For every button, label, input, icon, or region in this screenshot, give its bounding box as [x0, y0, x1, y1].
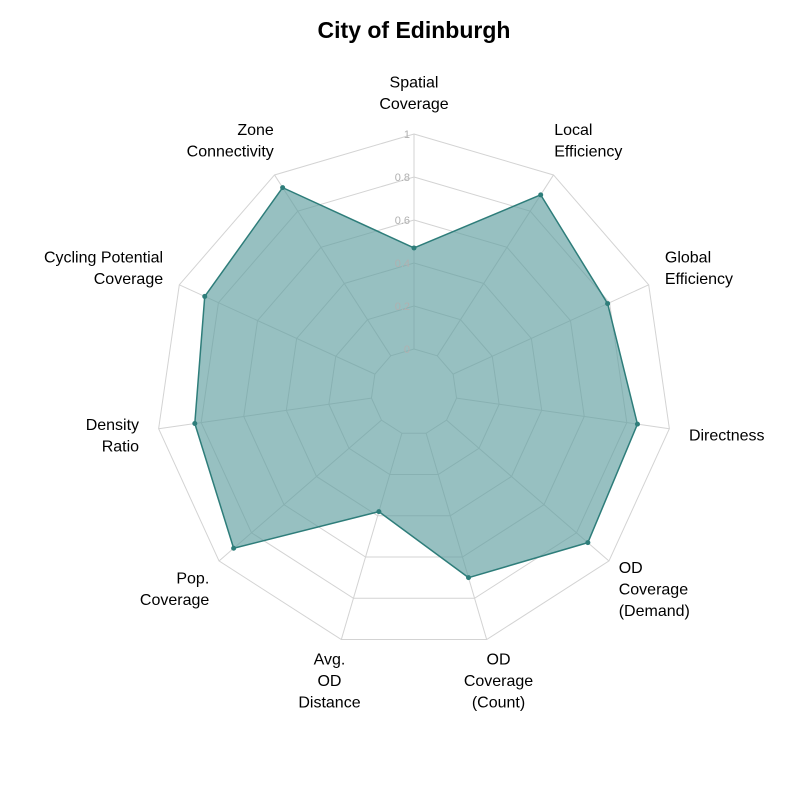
- chart-title: City of Edinburgh: [318, 17, 511, 43]
- tick-label: 1: [404, 129, 410, 141]
- axis-label-line: Local: [554, 122, 592, 139]
- axis-label-line: Efficiency: [665, 271, 733, 288]
- data-point: [280, 185, 286, 191]
- axis-label-line: (Count): [472, 694, 525, 711]
- axis-label-line: OD: [487, 651, 511, 668]
- data-point: [231, 545, 237, 551]
- axis-label: Local Efficiency: [554, 122, 622, 161]
- data-point: [202, 293, 208, 299]
- axis-label: OD Coverage (Demand): [619, 560, 690, 620]
- axis-label-line: OD: [317, 673, 341, 690]
- data-point: [466, 575, 472, 581]
- axis-label-line: Directness: [689, 428, 765, 445]
- tick-label: 0.8: [395, 172, 410, 184]
- axis-label-line: Coverage: [379, 96, 448, 113]
- axis-label: Cycling Potential Coverage: [44, 250, 163, 289]
- axis-label-line: Coverage: [619, 581, 688, 598]
- axis-label: Directness: [689, 428, 765, 445]
- axis-label-line: Density: [86, 417, 139, 434]
- data-series: [192, 185, 640, 581]
- tick-label: 0.6: [395, 215, 410, 227]
- radial-ticks: 0 0.2 0.4 0.6 0.8 1: [395, 129, 410, 356]
- tick-label: 0: [404, 344, 410, 356]
- data-point: [634, 421, 640, 427]
- axis-label: Avg. OD Distance: [298, 651, 360, 711]
- axis-label-line: Cycling Potential: [44, 250, 163, 267]
- axis-label-line: Spatial: [390, 74, 439, 91]
- axis-label: OD Coverage (Count): [464, 651, 533, 711]
- axis-label-line: Distance: [298, 694, 360, 711]
- data-point: [538, 192, 544, 198]
- axis-label-line: Efficiency: [554, 143, 622, 160]
- series-area: [194, 186, 639, 579]
- axis-label-line: Connectivity: [187, 143, 274, 160]
- tick-label: 0.2: [395, 301, 410, 313]
- axis-label-line: Global: [665, 250, 711, 267]
- axis-label-line: Ratio: [102, 438, 139, 455]
- axis-label-line: (Demand): [619, 603, 690, 620]
- data-point: [376, 509, 382, 515]
- axis-labels: Spatial Coverage Local Efficiency Global Effi…: [44, 74, 765, 711]
- data-point: [585, 540, 591, 546]
- axis-label: Zone Connectivity: [187, 122, 274, 161]
- tick-label: 0.4: [395, 258, 410, 270]
- axis-label-line: Coverage: [94, 271, 163, 288]
- axis-label: Pop. Coverage: [140, 571, 209, 610]
- data-point: [605, 301, 611, 307]
- axis-label: Spatial Coverage: [379, 74, 448, 113]
- data-point: [411, 245, 417, 251]
- grid-ring: [158, 133, 670, 641]
- axis-label-line: Coverage: [464, 673, 533, 690]
- data-point: [192, 421, 198, 427]
- axis-label-line: Zone: [237, 122, 274, 139]
- axis-label-line: Pop.: [176, 571, 209, 588]
- axis-label-line: Avg.: [314, 651, 346, 668]
- axis-label-line: OD: [619, 560, 643, 577]
- axis-label: Global Efficiency: [665, 250, 733, 289]
- axis-label: Density Ratio: [86, 417, 139, 456]
- axis-label-line: Coverage: [140, 592, 209, 609]
